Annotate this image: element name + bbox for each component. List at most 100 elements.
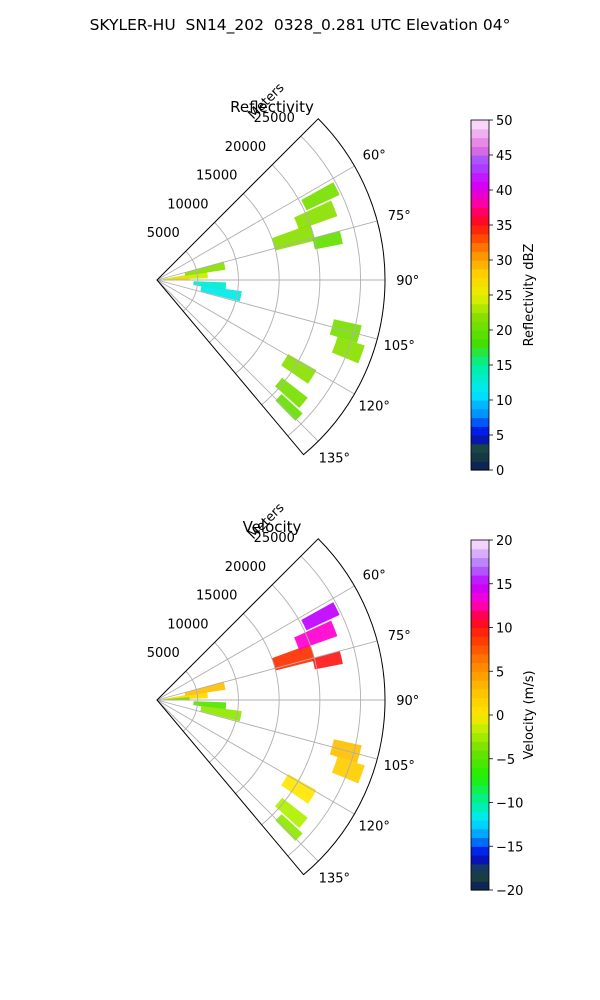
sector-frame (156, 118, 386, 456)
colorbar-swatch (471, 461, 489, 471)
theta-tick-label: 75° (388, 629, 411, 644)
colorbar-swatch (471, 776, 489, 786)
sector-frame (156, 538, 386, 876)
colorbar-swatch (471, 233, 489, 244)
colorbar-swatch (471, 715, 489, 725)
echo-cell (200, 705, 242, 722)
colorbar-swatch (471, 338, 489, 349)
colorbar-swatch (471, 767, 489, 777)
range-ring (261, 584, 321, 826)
colorbar-swatch (471, 837, 489, 847)
azimuth-spoke (156, 640, 378, 701)
colorbar-swatch (471, 802, 489, 812)
radial-tick-label: 15000 (196, 589, 237, 604)
echo-cell (301, 182, 340, 211)
radial-tick-label: 10000 (167, 617, 208, 632)
polar-grid (156, 555, 385, 862)
colorbar-swatch (471, 295, 489, 305)
colorbar-swatch (471, 881, 489, 891)
echo-cell (184, 261, 226, 276)
echo-cell (281, 354, 317, 384)
azimuth-spoke (156, 585, 355, 701)
range-ring (182, 250, 199, 312)
theta-tick-label: 120° (359, 819, 390, 834)
colorbar-swatch (471, 741, 489, 751)
colorbar-swatch (471, 723, 489, 734)
colorbar-swatch (471, 268, 489, 279)
colorbar-swatch (471, 811, 489, 821)
colorbar-label: Velocity (m/s) (522, 670, 537, 759)
colorbar-swatch (471, 583, 489, 594)
colorbar-swatch (471, 303, 489, 314)
colorbar-tick-label: −20 (496, 884, 523, 899)
colorbar-tick-label: 20 (496, 534, 513, 549)
colorbar-swatch (471, 435, 489, 445)
velocity-panel: Velocity 60° 75° 90° 105° 120° 135° 5000 10000 15… (147, 500, 537, 899)
colorbar-swatch (471, 347, 489, 357)
echo-cell (275, 797, 308, 829)
colorbar-swatch (471, 855, 489, 865)
echo-layer (163, 602, 365, 841)
radial-tick-label: 5000 (147, 646, 180, 661)
polar-grid (156, 135, 385, 442)
theta-tick-label: 135° (319, 451, 350, 466)
colorbar-swatch (471, 662, 489, 672)
colorbar-swatch (471, 688, 489, 699)
colorbar-swatch (471, 391, 489, 401)
radial-tick-label: 10000 (167, 197, 208, 212)
echo-cell (193, 701, 227, 710)
colorbar-swatch (471, 785, 489, 795)
echo-cell (312, 651, 343, 670)
colorbar-swatch (471, 872, 489, 882)
azimuth-spoke (156, 279, 319, 442)
reflectivity-panel: Reflectivity60°75°90°105°120°135°5000100… (147, 80, 537, 479)
colorbar-swatch (471, 758, 489, 769)
colorbar-tick-label: −10 (496, 797, 523, 812)
colorbar-swatch (471, 207, 489, 217)
theta-tick-label: 75° (388, 209, 411, 224)
azimuth-spoke (156, 279, 378, 340)
colorbar-swatch (471, 286, 489, 296)
echo-cell (294, 200, 338, 230)
range-ring (235, 193, 280, 374)
colorbar-swatch (471, 172, 489, 182)
echo-cell (294, 620, 338, 650)
theta-tick-label: 60° (363, 569, 386, 584)
range-ring (261, 164, 321, 406)
range-ring (209, 222, 239, 343)
colorbar-swatch (471, 443, 489, 454)
colorbar-swatch (471, 146, 489, 156)
colorbar-swatch (471, 557, 489, 567)
colorbar-swatch (471, 601, 489, 611)
colorbar-swatch (471, 653, 489, 664)
colorbar-swatch (471, 417, 489, 427)
range-ring (287, 135, 361, 437)
colorbar-tick-label: 40 (496, 184, 513, 199)
colorbar-swatch (471, 618, 489, 629)
azimuth-spoke (156, 165, 355, 281)
echo-cell (184, 681, 226, 696)
colorbar-swatch (471, 793, 489, 804)
colorbar-swatch (471, 137, 489, 147)
colorbar-swatch (471, 828, 489, 839)
colorbar-swatch (471, 128, 489, 139)
colorbar-tick-label: 0 (496, 464, 504, 479)
colorbar-swatch (471, 190, 489, 200)
colorbar-swatch (471, 575, 489, 585)
colorbar-tick-label: 45 (496, 149, 513, 164)
azimuth-spoke (156, 220, 378, 281)
colorbar-swatch (471, 373, 489, 384)
colorbar-swatch (471, 452, 489, 462)
colorbar-swatch (471, 566, 489, 576)
radial-tick-label: 5000 (147, 226, 180, 241)
colorbar-swatch (471, 636, 489, 646)
colorbar-tick-label: −5 (496, 753, 515, 768)
colorbar-tick-label: 15 (496, 578, 513, 593)
figure-suptitle: SKYLER-HU SN14_202 0328_0.281 UTC Elevat… (89, 16, 511, 34)
echo-cell (329, 319, 362, 344)
colorbar-swatch (471, 645, 489, 655)
colorbar-tick-label: 35 (496, 219, 513, 234)
radial-tick-label: 20000 (225, 560, 266, 575)
colorbar-swatch (471, 732, 489, 742)
